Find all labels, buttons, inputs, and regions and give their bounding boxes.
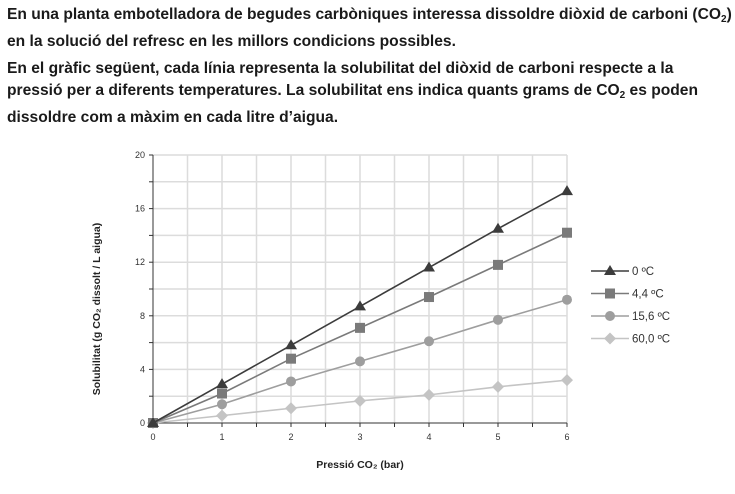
intro-paragraph-2: En el gràfic següent, cada línia represe…: [7, 58, 732, 129]
data-point-circle: [355, 356, 365, 367]
x-tick-label: 0: [150, 432, 155, 442]
data-point-square: [355, 322, 365, 333]
x-tick-label: 3: [357, 432, 362, 442]
data-point-triangle: [285, 339, 297, 350]
legend-label: 4,4 ºC: [632, 289, 664, 301]
y-tick-label: 8: [140, 311, 145, 321]
data-point-square: [424, 292, 434, 303]
data-point-diamond: [561, 374, 573, 387]
y-tick-label: 4: [140, 364, 145, 374]
x-tick-label: 6: [564, 432, 569, 442]
legend-label: 15,6 ºC: [632, 311, 670, 323]
data-point-diamond: [423, 388, 435, 401]
data-point-circle: [493, 314, 503, 325]
data-point-triangle: [216, 378, 228, 389]
text: En una planta embotelladora de begudes c…: [7, 6, 722, 23]
y-tick-label: 16: [135, 204, 145, 214]
data-point-circle: [217, 399, 227, 410]
data-point-diamond: [285, 402, 297, 415]
data-point-square: [493, 259, 503, 270]
y-axis-label: Solubilitat (g CO₂ dissolt / L aigua): [91, 223, 103, 395]
x-tick-label: 2: [288, 432, 293, 442]
x-tick-label: 4: [426, 432, 431, 442]
intro-paragraph-1: En una planta embotelladora de begudes c…: [7, 4, 732, 53]
x-axis-label: Pressió CO₂ (bar): [316, 459, 404, 471]
data-point-circle: [286, 376, 296, 387]
legend-marker-square: [605, 288, 615, 299]
data-point-triangle: [561, 185, 573, 196]
subscript: 2: [721, 14, 727, 25]
data-point-triangle: [147, 417, 159, 427]
legend-marker-circle: [605, 311, 615, 321]
legend-label: 60,0 ºC: [632, 334, 670, 346]
y-tick-label: 0: [140, 418, 145, 428]
data-point-diamond: [354, 394, 366, 407]
data-point-square: [286, 353, 296, 364]
legend-marker-diamond: [604, 332, 616, 345]
y-tick-label: 12: [135, 257, 145, 267]
text: En el gràfic següent, cada línia represe…: [7, 60, 674, 99]
x-tick-label: 1: [219, 432, 224, 442]
data-point-triangle: [492, 222, 504, 233]
legend-label: 0 ºC: [632, 266, 654, 278]
data-point-triangle: [423, 261, 435, 272]
text: es poden dissoldre com a màxim en cada l…: [7, 82, 699, 126]
data-point-diamond: [492, 380, 504, 393]
data-point-diamond: [216, 409, 228, 422]
subscript: 2: [619, 90, 626, 101]
x-tick-label: 5: [495, 432, 500, 442]
data-point-circle: [424, 336, 434, 347]
data-point-square: [562, 227, 572, 238]
data-point-circle: [562, 294, 572, 305]
y-tick-label: 20: [135, 150, 145, 160]
data-point-square: [217, 388, 227, 399]
data-point-triangle: [354, 300, 366, 311]
text: ) en la solució del refresc en les millo…: [7, 6, 732, 50]
legend-marker-triangle: [604, 265, 616, 275]
